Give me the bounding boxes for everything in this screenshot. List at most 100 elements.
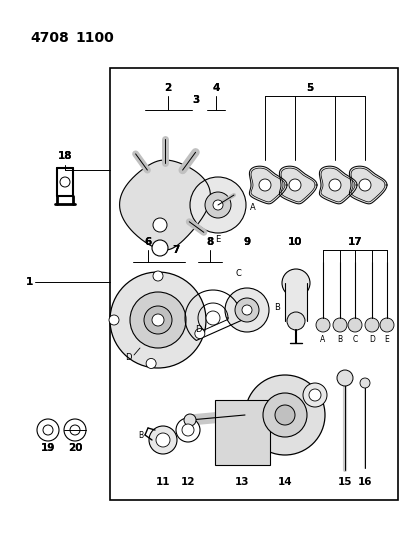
Text: 20: 20: [68, 443, 82, 453]
Circle shape: [263, 393, 307, 437]
Text: 17: 17: [348, 237, 362, 247]
Text: 19: 19: [41, 443, 55, 453]
Text: 1: 1: [26, 277, 33, 287]
Polygon shape: [120, 160, 211, 250]
Text: 6: 6: [144, 237, 152, 247]
Circle shape: [156, 433, 170, 447]
Circle shape: [144, 306, 172, 334]
Circle shape: [152, 240, 168, 256]
Text: 8: 8: [206, 237, 214, 247]
Circle shape: [245, 375, 325, 455]
Text: 1100: 1100: [75, 31, 114, 45]
Text: 2: 2: [164, 83, 172, 93]
Text: C: C: [235, 270, 241, 279]
Circle shape: [60, 177, 70, 187]
Circle shape: [242, 305, 252, 315]
Polygon shape: [249, 166, 287, 204]
Circle shape: [130, 292, 186, 348]
Circle shape: [109, 315, 119, 325]
Circle shape: [37, 419, 59, 441]
Circle shape: [176, 418, 200, 442]
Circle shape: [64, 419, 86, 441]
Polygon shape: [279, 166, 317, 204]
Circle shape: [152, 314, 164, 326]
Text: B: B: [337, 335, 343, 344]
Circle shape: [360, 378, 370, 388]
Text: 18: 18: [58, 151, 72, 161]
Circle shape: [153, 271, 163, 281]
Circle shape: [149, 426, 177, 454]
Circle shape: [303, 383, 327, 407]
Text: 16: 16: [358, 477, 372, 487]
Circle shape: [348, 318, 362, 332]
Text: 15: 15: [338, 477, 352, 487]
Circle shape: [146, 359, 156, 368]
Bar: [215, 400, 270, 465]
Text: A: A: [250, 203, 256, 212]
Circle shape: [205, 192, 231, 218]
Polygon shape: [319, 166, 357, 204]
Circle shape: [309, 389, 321, 401]
Text: A: A: [320, 335, 326, 344]
Text: B: B: [138, 431, 143, 440]
Text: 9: 9: [244, 237, 251, 247]
Circle shape: [195, 329, 205, 338]
Circle shape: [182, 424, 194, 436]
Circle shape: [184, 414, 196, 426]
Text: 9: 9: [244, 237, 251, 247]
Circle shape: [110, 272, 206, 368]
Polygon shape: [349, 166, 387, 204]
Text: 14: 14: [278, 477, 292, 487]
Text: 2: 2: [164, 83, 172, 93]
Text: 10: 10: [288, 237, 302, 247]
Circle shape: [287, 312, 305, 330]
Circle shape: [259, 179, 271, 191]
Text: 13: 13: [235, 477, 249, 487]
Circle shape: [153, 218, 167, 232]
Circle shape: [235, 298, 259, 322]
Text: E: E: [385, 335, 389, 344]
Text: 6: 6: [144, 237, 152, 247]
Text: D: D: [195, 326, 201, 335]
Circle shape: [282, 269, 310, 297]
Circle shape: [359, 179, 371, 191]
Text: 3: 3: [193, 95, 200, 105]
Circle shape: [337, 370, 353, 386]
Bar: [285, 283, 307, 321]
Circle shape: [316, 318, 330, 332]
Text: 8: 8: [206, 237, 214, 247]
Circle shape: [213, 200, 223, 210]
Circle shape: [333, 318, 347, 332]
Text: D: D: [369, 335, 375, 344]
Text: B: B: [274, 303, 280, 312]
Text: 17: 17: [348, 237, 362, 247]
Text: 5: 5: [306, 83, 314, 93]
Text: 7: 7: [172, 245, 180, 255]
Bar: [110, 68, 398, 500]
Circle shape: [43, 425, 53, 435]
Circle shape: [70, 425, 80, 435]
Text: 4: 4: [212, 83, 220, 93]
Circle shape: [289, 179, 301, 191]
Text: C: C: [353, 335, 358, 344]
Text: 18: 18: [58, 151, 72, 161]
Text: E: E: [215, 236, 221, 245]
Text: D: D: [125, 353, 131, 362]
Text: 3: 3: [193, 95, 200, 105]
Circle shape: [380, 318, 394, 332]
Text: 1: 1: [26, 277, 33, 287]
Text: 5: 5: [306, 83, 314, 93]
Circle shape: [190, 177, 246, 233]
Circle shape: [225, 288, 269, 332]
Text: 4708: 4708: [30, 31, 69, 45]
Text: 7: 7: [172, 245, 180, 255]
Text: 10: 10: [288, 237, 302, 247]
Text: 20: 20: [68, 443, 82, 453]
Text: 4: 4: [212, 83, 220, 93]
Text: 12: 12: [181, 477, 195, 487]
Circle shape: [206, 311, 220, 325]
Text: 11: 11: [156, 477, 170, 487]
Circle shape: [329, 179, 341, 191]
Text: 19: 19: [41, 443, 55, 453]
Circle shape: [365, 318, 379, 332]
